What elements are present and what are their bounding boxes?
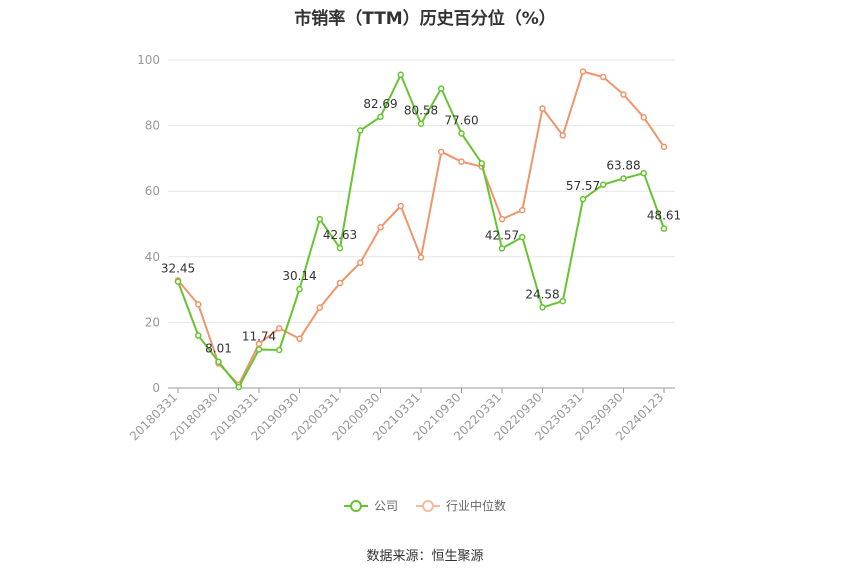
data-label-22: 63.88 bbox=[606, 158, 640, 172]
data-label-10: 82.69 bbox=[363, 97, 397, 111]
series-1-point-4 bbox=[255, 340, 263, 347]
series-0-point-1 bbox=[195, 332, 202, 339]
legend-item-company[interactable]: 公司 bbox=[343, 497, 398, 514]
series-0-point-8 bbox=[336, 244, 344, 252]
series-0-point-24 bbox=[660, 225, 668, 232]
series-1-point-5 bbox=[276, 325, 283, 332]
series-0-point-12 bbox=[417, 120, 425, 127]
series-0-point-3 bbox=[235, 383, 242, 391]
series-1-point-23 bbox=[640, 114, 647, 121]
series-0-point-20 bbox=[579, 195, 587, 203]
legend-label-industry-median: 行业中位数 bbox=[446, 499, 507, 513]
data-label-18: 24.58 bbox=[525, 287, 559, 301]
series-0-point-0 bbox=[174, 278, 182, 285]
series-0-point-14 bbox=[458, 130, 465, 137]
series-1-point-21 bbox=[600, 73, 607, 81]
series-0-point-22 bbox=[620, 175, 627, 182]
series-0-point-10 bbox=[377, 113, 384, 121]
legend-label-company: 公司 bbox=[373, 499, 398, 513]
y-tick-label-2: 40 bbox=[145, 250, 160, 264]
data-source: 数据来源：恒生聚源 bbox=[366, 549, 484, 564]
series-1-point-14 bbox=[458, 158, 465, 165]
data-label-0: 32.45 bbox=[161, 262, 195, 276]
data-label-6: 30.14 bbox=[282, 269, 316, 283]
y-tick-label-4: 80 bbox=[145, 119, 160, 133]
series-1-point-8 bbox=[336, 279, 344, 287]
series-1-point-7 bbox=[316, 304, 323, 311]
series-0-point-13 bbox=[438, 85, 445, 92]
y-tick-label-5: 100 bbox=[137, 53, 160, 67]
data-label-20: 57.57 bbox=[566, 179, 600, 193]
legend-swatch-company bbox=[343, 499, 368, 512]
data-label-8: 42.63 bbox=[323, 228, 357, 242]
data-label-24: 48.61 bbox=[647, 209, 681, 223]
series-1-point-6 bbox=[296, 335, 303, 343]
series-1-point-22 bbox=[620, 91, 627, 98]
series-1-point-12 bbox=[417, 254, 425, 261]
series-1-point-10 bbox=[377, 224, 384, 231]
series-0-point-18 bbox=[539, 304, 546, 311]
series-1-point-9 bbox=[357, 259, 364, 266]
series-1-point-13 bbox=[438, 148, 445, 156]
series-0-point-16 bbox=[498, 245, 506, 252]
series-1-point-16 bbox=[498, 215, 506, 223]
data-label-12: 80.58 bbox=[404, 104, 438, 118]
series-0-point-9 bbox=[357, 127, 364, 134]
y-tick-label-3: 60 bbox=[145, 184, 160, 198]
series-0-point-2 bbox=[215, 358, 222, 365]
legend-item-industry-median[interactable]: 行业中位数 bbox=[416, 497, 506, 514]
series-0-point-15 bbox=[478, 160, 485, 167]
data-label-4: 11.74 bbox=[242, 329, 276, 343]
series-0-point-11 bbox=[397, 71, 404, 79]
series-0-point-5 bbox=[276, 346, 283, 354]
y-tick-label-1: 20 bbox=[145, 315, 160, 329]
series-1-point-18 bbox=[539, 105, 546, 112]
data-label-16: 42.57 bbox=[485, 228, 519, 242]
series-0-point-4 bbox=[255, 346, 263, 353]
series-1-point-17 bbox=[519, 206, 526, 214]
series-1-point-11 bbox=[397, 202, 404, 210]
series-0-point-23 bbox=[640, 169, 647, 177]
series-1-point-1 bbox=[195, 301, 202, 308]
series-1-point-24 bbox=[660, 143, 668, 151]
series-0-point-21 bbox=[600, 181, 607, 188]
series-0-point-7 bbox=[316, 215, 323, 223]
series-1-point-19 bbox=[559, 132, 566, 139]
series-0-point-19 bbox=[559, 297, 566, 305]
y-tick-label-0: 0 bbox=[152, 381, 160, 395]
data-label-2: 8.01 bbox=[205, 342, 232, 356]
legend: 公司 行业中位数 bbox=[0, 497, 850, 514]
data-label-14: 77.60 bbox=[444, 113, 478, 127]
chart-title: 市销率（TTM）历史百分位（%） bbox=[294, 9, 556, 29]
legend-swatch-industry-median bbox=[416, 499, 440, 512]
series-1-point-20 bbox=[579, 68, 587, 75]
series-0-point-6 bbox=[296, 285, 303, 293]
series-0-point-17 bbox=[519, 233, 526, 241]
